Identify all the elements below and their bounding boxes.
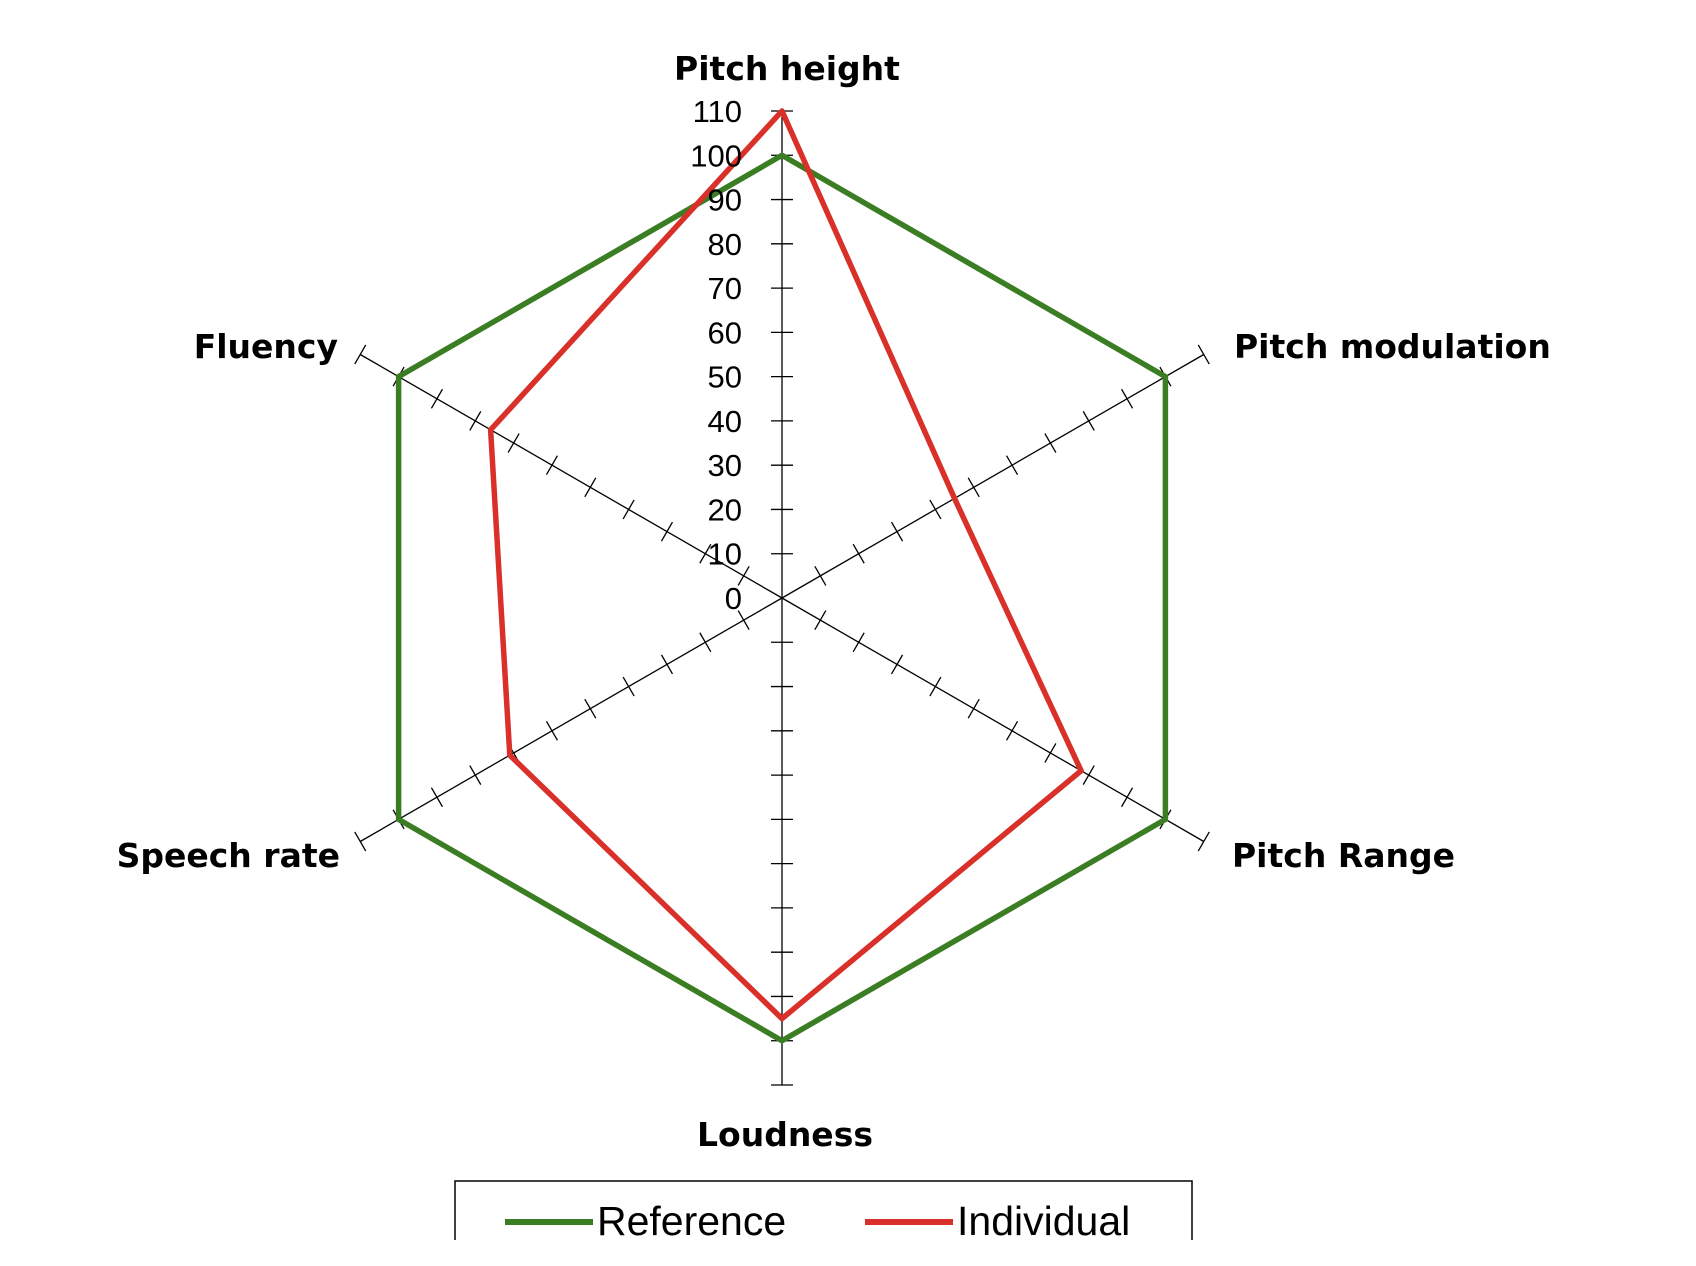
tick-label-100: 100 [690,138,742,173]
axis-line-fluency [359,353,783,599]
axis-title-pitch-modulation: Pitch modulation [1234,327,1551,366]
tick-mark-fluency-60 [545,455,559,476]
tick-mark-pitch-modulation-80 [1082,411,1095,431]
tick-mark-fluency-10 [737,566,750,586]
axis-title-pitch-height: Pitch height [674,49,900,88]
tick-mark-speech-rate-90 [430,787,443,808]
tick-mark-pitch-range-50 [967,698,980,719]
tick-mark-pitch-range-60 [1005,720,1019,741]
tick-mark-pitch-modulation-30 [890,521,904,542]
tick-label-60: 60 [708,315,742,350]
legend-label-reference: Reference [597,1198,786,1244]
tick-mark-pitch-modulation-20 [852,543,865,564]
point-reference-pitch-modulation [1162,374,1168,380]
tick-mark-speech-rate-10 [737,610,750,630]
tick-mark-speech-rate-40 [622,676,635,697]
tick-mark-speech-rate-30 [660,654,674,675]
tick-mark-fluency-80 [469,411,482,431]
axis-title-pitch-range: Pitch Range [1232,836,1455,875]
labels-layer: 0 10 20 30 40 50 60 70 80 90 100 110 Pitch height Pit… [117,49,1551,1154]
series-layer [395,108,1169,1044]
tick-mark-fluency-40 [622,499,635,520]
point-reference-fluency [396,374,402,380]
tick-label-40: 40 [708,404,742,439]
axis-line-speech-rate [359,597,783,843]
tick-mark-pitch-modulation-110 [1197,344,1210,365]
tick-mark-pitch-modulation-70 [1044,433,1057,453]
axis-title-loudness: Loudness [697,1115,873,1154]
tick-mark-pitch-modulation-60 [1005,455,1019,476]
tick-mark-pitch-range-90 [1121,787,1134,808]
tick-mark-speech-rate-50 [584,698,597,719]
axes-layer [359,111,1205,1085]
legend-box [454,1180,1193,1240]
point-individual-pitch-modulation [952,495,958,501]
point-reference-pitch-height [779,152,785,158]
tick-mark-pitch-range-10 [814,610,827,630]
tick-label-90: 90 [708,183,742,218]
axis-line-pitch-modulation [781,353,1205,599]
tick-mark-pitch-range-40 [929,676,942,697]
tick-mark-pitch-range-30 [890,654,904,675]
tick-mark-speech-rate-20 [699,632,712,653]
tick-mark-fluency-90 [430,388,443,409]
tick-label-0: 0 [725,581,742,616]
point-individual-pitch-range [1078,768,1084,774]
tick-mark-fluency-110 [354,344,367,365]
point-individual-fluency [488,427,494,433]
point-reference-pitch-range [1162,816,1168,822]
legend: Reference Individual [454,1180,1193,1244]
legend-label-individual: Individual [957,1198,1130,1244]
axis-title-speech-rate: Speech rate [117,836,340,875]
tick-mark-speech-rate-80 [469,765,482,785]
tick-mark-speech-rate-110 [354,831,367,852]
tick-mark-pitch-modulation-10 [814,566,827,586]
tick-mark-fluency-70 [507,433,520,453]
tick-label-20: 20 [708,492,742,527]
tick-mark-fluency-20 [699,543,712,564]
tick-label-10: 10 [708,537,742,572]
tick-label-70: 70 [708,271,742,306]
point-individual-speech-rate [507,752,513,758]
point-reference-speech-rate [396,816,402,822]
tick-mark-pitch-modulation-40 [929,499,942,520]
tick-label-50: 50 [708,360,742,395]
tick-mark-pitch-modulation-50 [967,477,980,498]
tick-mark-pitch-range-70 [1044,743,1057,763]
tick-mark-pitch-range-80 [1082,765,1095,785]
axis-line-pitch-range [781,597,1205,843]
tick-mark-fluency-30 [660,521,674,542]
tick-mark-pitch-range-110 [1197,831,1210,852]
point-individual-pitch-height [779,108,785,114]
tick-mark-speech-rate-60 [545,720,559,741]
point-individual-loudness [779,1016,785,1022]
tick-label-110: 110 [693,94,742,129]
tick-mark-pitch-modulation-90 [1121,388,1134,409]
series-individual [487,108,1084,1022]
tick-label-30: 30 [708,448,742,483]
axis-title-fluency: Fluency [194,327,338,366]
tick-mark-fluency-50 [584,477,597,498]
tick-mark-pitch-range-20 [852,632,865,653]
point-reference-loudness [779,1038,785,1044]
tick-label-80: 80 [708,227,742,262]
